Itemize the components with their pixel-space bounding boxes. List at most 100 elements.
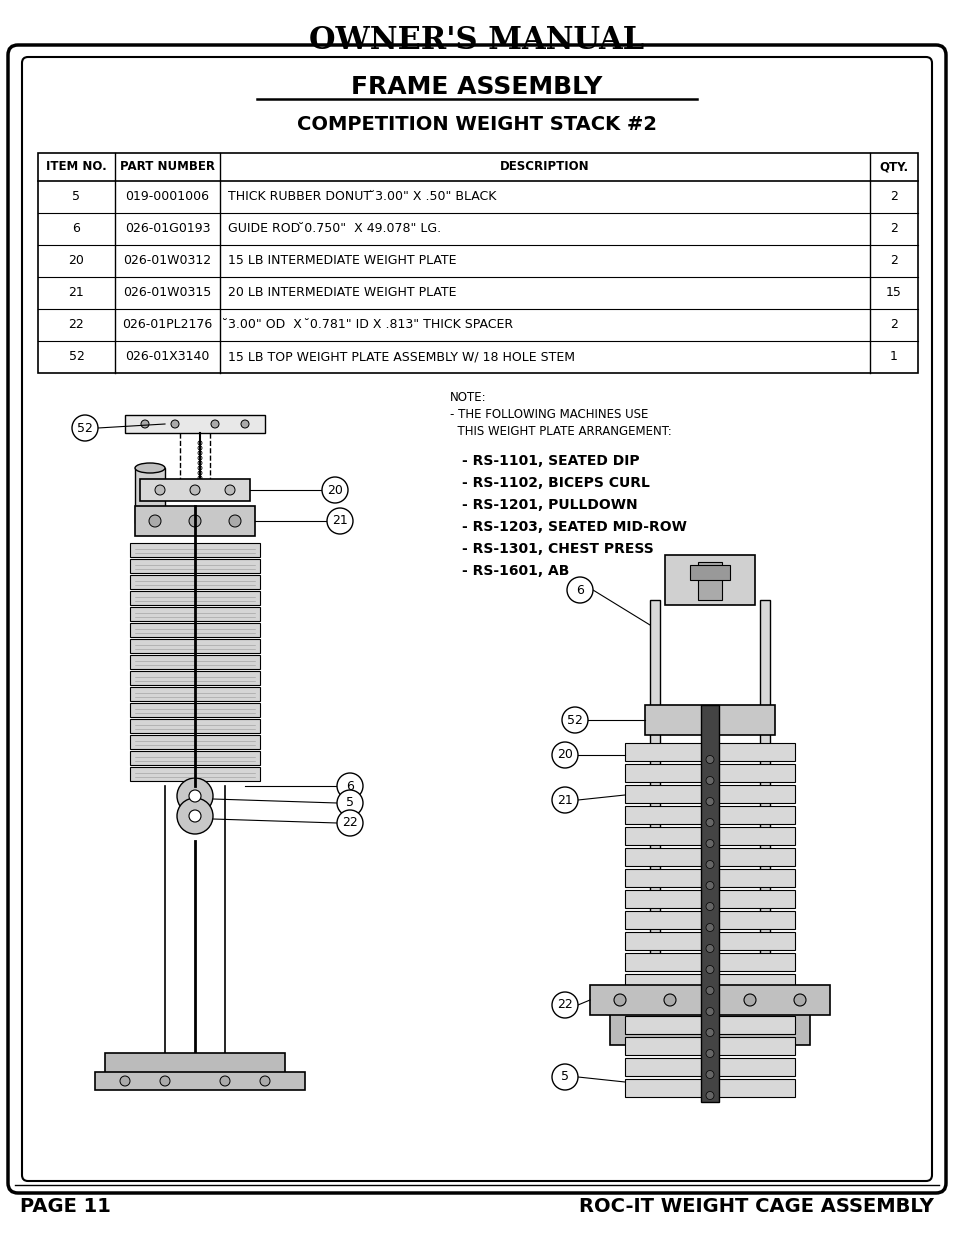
Circle shape [160, 1076, 170, 1086]
Text: 6: 6 [346, 779, 354, 793]
Bar [624, 890, 794, 908]
Text: 026-01X3140: 026-01X3140 [125, 351, 210, 363]
Text: 22: 22 [557, 999, 572, 1011]
Circle shape [177, 798, 213, 834]
Bar [130, 671, 260, 685]
Text: ASSEMBLY FRONT VIEW: ASSEMBLY FRONT VIEW [632, 1061, 787, 1073]
Text: 52: 52 [566, 714, 582, 726]
Circle shape [705, 819, 713, 826]
Circle shape [705, 987, 713, 994]
Bar [130, 735, 260, 748]
Text: 22: 22 [69, 319, 84, 331]
Text: DESCRIPTION: DESCRIPTION [499, 161, 589, 173]
Bar [760, 600, 769, 969]
Text: OWNER'S MANUAL: OWNER'S MANUAL [309, 25, 644, 56]
Bar [125, 415, 265, 433]
Text: 026-01W0315: 026-01W0315 [123, 287, 212, 300]
Bar [624, 827, 794, 845]
Circle shape [336, 790, 363, 816]
Circle shape [705, 882, 713, 889]
Bar [624, 1079, 794, 1097]
Bar [135, 506, 254, 536]
Bar [130, 703, 260, 718]
Bar [130, 576, 260, 589]
Circle shape [705, 924, 713, 931]
Bar [700, 705, 719, 1102]
Text: 2: 2 [889, 319, 897, 331]
Text: 52: 52 [69, 351, 85, 363]
Text: FRAME ASSEMBLY: FRAME ASSEMBLY [351, 75, 602, 99]
Circle shape [552, 787, 578, 813]
Circle shape [189, 790, 201, 802]
Circle shape [177, 778, 213, 814]
Bar [130, 751, 260, 764]
Bar [624, 953, 794, 971]
Circle shape [71, 415, 98, 441]
Text: THICK RUBBER DONUT ̆3.00" X .50" BLACK: THICK RUBBER DONUT ̆3.00" X .50" BLACK [228, 190, 496, 204]
Circle shape [705, 1008, 713, 1015]
Text: 20: 20 [327, 483, 342, 496]
Circle shape [793, 994, 805, 1007]
Text: 2: 2 [889, 254, 897, 268]
Text: 5: 5 [72, 190, 80, 204]
Bar [589, 986, 829, 1015]
Bar [624, 1016, 794, 1034]
Text: 20: 20 [557, 748, 573, 762]
Circle shape [705, 861, 713, 868]
Text: - RS-1203, SEATED MID-ROW: - RS-1203, SEATED MID-ROW [461, 520, 686, 534]
Text: PART NUMBER: PART NUMBER [120, 161, 214, 173]
Bar [624, 911, 794, 929]
Text: 2: 2 [889, 222, 897, 236]
Circle shape [705, 777, 713, 784]
Circle shape [705, 966, 713, 973]
Text: ITEM NO.: ITEM NO. [46, 161, 107, 173]
Bar [624, 743, 794, 761]
Circle shape [552, 992, 578, 1018]
Text: 026-01PL2176: 026-01PL2176 [122, 319, 213, 331]
FancyBboxPatch shape [22, 57, 931, 1181]
Circle shape [229, 515, 241, 527]
Bar [130, 543, 260, 557]
Circle shape [552, 1065, 578, 1091]
Circle shape [327, 508, 353, 534]
Text: 52: 52 [77, 421, 92, 435]
Circle shape [705, 903, 713, 910]
Text: ROC-IT WEIGHT CAGE ASSEMBLY: ROC-IT WEIGHT CAGE ASSEMBLY [578, 1198, 933, 1216]
Circle shape [336, 773, 363, 799]
Bar [130, 638, 260, 653]
Text: 15 LB INTERMEDIATE WEIGHT PLATE: 15 LB INTERMEDIATE WEIGHT PLATE [228, 254, 456, 268]
Circle shape [743, 994, 755, 1007]
Text: - THE FOLLOWING MACHINES USE: - THE FOLLOWING MACHINES USE [450, 408, 648, 421]
Circle shape [705, 840, 713, 847]
Circle shape [241, 420, 249, 429]
Text: - RS-1301, CHEST PRESS: - RS-1301, CHEST PRESS [461, 542, 653, 556]
Text: PAGE 11: PAGE 11 [20, 1198, 111, 1216]
Ellipse shape [135, 463, 165, 473]
Bar [140, 479, 250, 501]
Circle shape [336, 810, 363, 836]
Circle shape [260, 1076, 270, 1086]
Text: 21: 21 [69, 287, 84, 300]
Bar [130, 655, 260, 669]
Bar [130, 687, 260, 701]
Text: 22: 22 [342, 816, 357, 830]
Text: 15 LB TOP WEIGHT PLATE ASSEMBLY W/ 18 HOLE STEM: 15 LB TOP WEIGHT PLATE ASSEMBLY W/ 18 HO… [228, 351, 575, 363]
Text: 20 LB INTERMEDIATE WEIGHT PLATE: 20 LB INTERMEDIATE WEIGHT PLATE [228, 287, 456, 300]
Bar [130, 559, 260, 573]
Bar [649, 600, 659, 969]
Bar [130, 606, 260, 621]
Text: - RS-1601, AB: - RS-1601, AB [461, 564, 569, 578]
Bar [130, 767, 260, 781]
Circle shape [149, 515, 161, 527]
Circle shape [171, 420, 179, 429]
Text: 21: 21 [332, 515, 348, 527]
Circle shape [566, 577, 593, 603]
Bar [624, 848, 794, 866]
Circle shape [225, 485, 234, 495]
Bar [135, 468, 165, 522]
Circle shape [705, 1092, 713, 1099]
Circle shape [154, 485, 165, 495]
Bar [698, 562, 721, 600]
Bar [624, 1037, 794, 1055]
Circle shape [211, 420, 219, 429]
